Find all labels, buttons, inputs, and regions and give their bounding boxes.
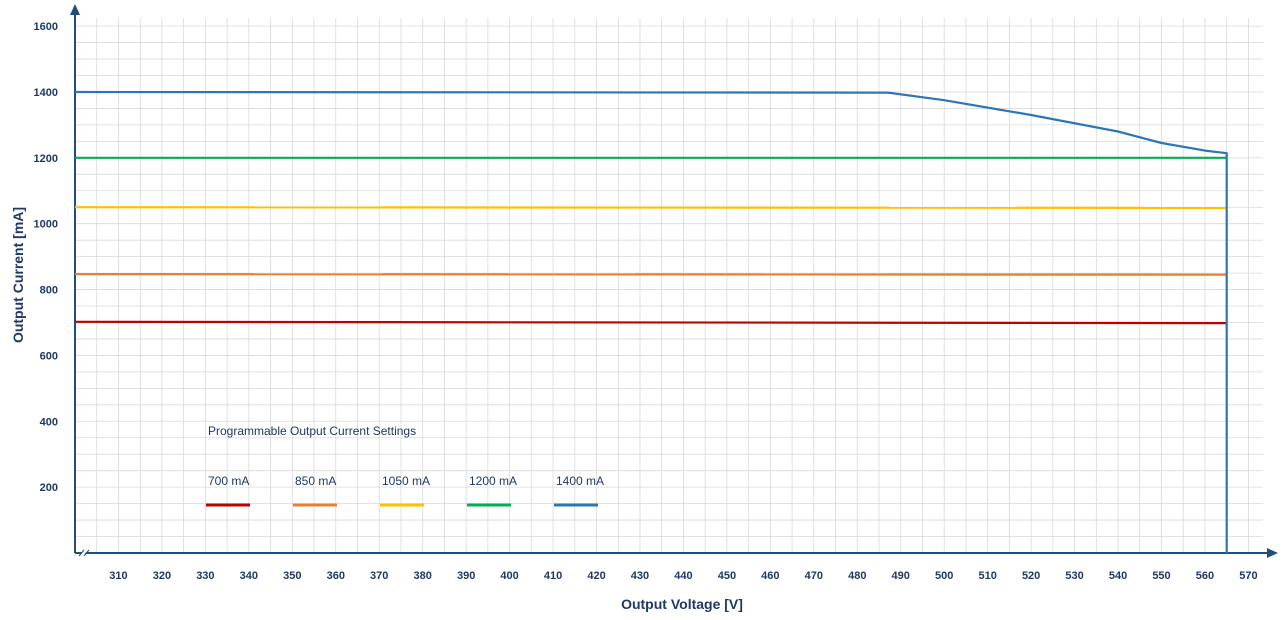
x-tick-label: 460 bbox=[761, 570, 779, 582]
y-tick-label: 1600 bbox=[34, 21, 58, 33]
legend-label: 1400 mA bbox=[556, 474, 604, 488]
x-tick-label: 540 bbox=[1109, 570, 1127, 582]
y-axis-title: Output Current [mA] bbox=[10, 207, 26, 343]
y-tick-label: 200 bbox=[40, 482, 58, 494]
x-tick-label: 360 bbox=[327, 570, 345, 582]
x-tick-label: 330 bbox=[196, 570, 214, 582]
x-tick-label: 480 bbox=[848, 570, 866, 582]
x-tick-label: 370 bbox=[370, 570, 388, 582]
series-line-700-ma bbox=[74, 320, 1227, 325]
series-line-1050-ma bbox=[74, 206, 1227, 209]
x-tick-label: 560 bbox=[1196, 570, 1214, 582]
x-tick-label: 340 bbox=[240, 570, 258, 582]
x-tick-label: 450 bbox=[718, 570, 736, 582]
x-tick-label: 500 bbox=[935, 570, 953, 582]
y-tick-label: 1000 bbox=[34, 219, 58, 231]
x-tick-label: 400 bbox=[500, 570, 518, 582]
y-tick-label: 400 bbox=[40, 416, 58, 428]
legend-label: 1050 mA bbox=[382, 474, 430, 488]
legend-label: 1200 mA bbox=[469, 474, 517, 488]
x-tick-label: 550 bbox=[1152, 570, 1170, 582]
legend-label: 700 mA bbox=[208, 474, 249, 488]
x-axis-arrow bbox=[1267, 548, 1278, 558]
x-axis-title: Output Voltage [V] bbox=[621, 596, 743, 612]
x-tick-label: 470 bbox=[805, 570, 823, 582]
axis-break-mark bbox=[78, 549, 85, 557]
x-tick-label: 390 bbox=[457, 570, 475, 582]
x-tick-label: 570 bbox=[1239, 570, 1257, 582]
series-line-850-ma bbox=[74, 273, 1227, 276]
axis-break-mark bbox=[78, 549, 88, 558]
series-line-1400-ma bbox=[74, 90, 1228, 553]
y-tick-label: 1400 bbox=[34, 87, 58, 99]
x-tick-label: 510 bbox=[978, 570, 996, 582]
x-tick-label: 420 bbox=[587, 570, 605, 582]
x-tick-label: 350 bbox=[283, 570, 301, 582]
x-tick-label: 520 bbox=[1022, 570, 1040, 582]
x-tick-label: 490 bbox=[892, 570, 910, 582]
y-tick-label: 600 bbox=[40, 350, 58, 362]
x-tick-label: 380 bbox=[414, 570, 432, 582]
axis-break-mark bbox=[83, 549, 90, 557]
x-tick-label: 430 bbox=[631, 570, 649, 582]
x-tick-label: 320 bbox=[153, 570, 171, 582]
legend-label: 850 mA bbox=[295, 474, 336, 488]
legend-title: Programmable Output Current Settings bbox=[208, 424, 416, 438]
x-tick-label: 440 bbox=[674, 570, 692, 582]
y-axis-arrow bbox=[70, 4, 80, 15]
y-tick-label: 800 bbox=[40, 285, 58, 297]
x-tick-label: 310 bbox=[109, 570, 127, 582]
x-tick-label: 410 bbox=[544, 570, 562, 582]
y-tick-label: 1200 bbox=[34, 153, 58, 165]
x-tick-label: 530 bbox=[1065, 570, 1083, 582]
